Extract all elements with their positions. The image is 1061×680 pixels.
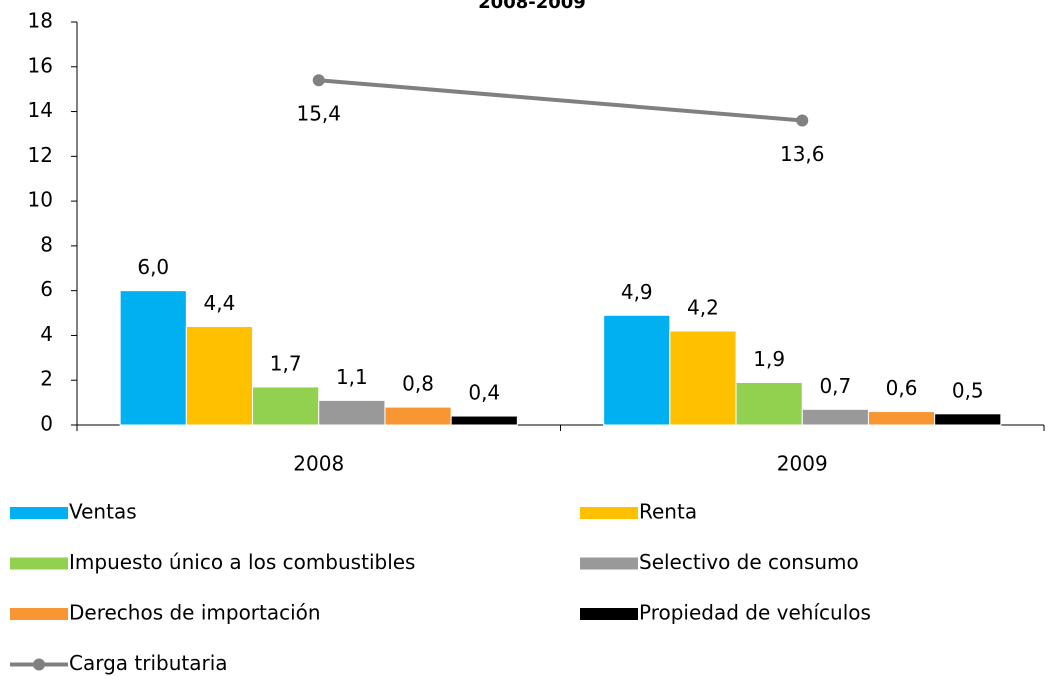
legend-swatch bbox=[10, 507, 68, 519]
y-tick-label: 8 bbox=[40, 232, 53, 256]
bar bbox=[318, 399, 386, 426]
y-tick-label: 12 bbox=[28, 143, 53, 167]
bar-value-label: 1,1 bbox=[336, 365, 368, 389]
bar bbox=[450, 415, 518, 426]
legend-swatch bbox=[10, 557, 68, 570]
bar bbox=[252, 386, 320, 426]
legend-label: Carga tributaria bbox=[69, 651, 228, 675]
y-tick-label: 4 bbox=[40, 322, 53, 346]
y-tick-label: 16 bbox=[28, 53, 53, 77]
bar-value-label: 4,9 bbox=[621, 280, 653, 304]
y-tick-label: 0 bbox=[40, 412, 53, 436]
bar-value-label: 4,4 bbox=[204, 291, 236, 315]
bar bbox=[934, 413, 1002, 426]
legend-label: Renta bbox=[639, 500, 697, 524]
bar-value-label: 0,4 bbox=[468, 381, 500, 405]
legend-swatch bbox=[10, 608, 68, 620]
bar bbox=[801, 408, 869, 426]
bar bbox=[185, 325, 254, 426]
legend-label: Selectivo de consumo bbox=[639, 550, 859, 574]
legend-label: Derechos de importación bbox=[69, 601, 321, 625]
line-value-label: 13,6 bbox=[780, 142, 825, 166]
y-tick-label: 6 bbox=[40, 277, 53, 301]
legend-swatch bbox=[580, 608, 638, 620]
line-value-label: 15,4 bbox=[296, 102, 341, 126]
legend-marker bbox=[33, 658, 45, 671]
y-tick-label: 18 bbox=[28, 9, 53, 33]
bar-value-label: 0,7 bbox=[819, 374, 851, 398]
bar-value-label: 0,5 bbox=[952, 378, 984, 402]
bar-value-label: 0,6 bbox=[886, 376, 918, 400]
legend-swatch bbox=[580, 557, 638, 570]
bar bbox=[119, 290, 187, 426]
y-tick-label: 14 bbox=[28, 98, 53, 122]
bar bbox=[867, 411, 936, 426]
bar-value-label: 1,9 bbox=[753, 347, 785, 371]
line-marker bbox=[312, 74, 325, 87]
bar-value-label: 4,2 bbox=[687, 295, 719, 319]
bar-value-label: 1,7 bbox=[270, 351, 302, 375]
bar-value-label: 6,0 bbox=[137, 255, 169, 279]
line-marker bbox=[796, 114, 809, 127]
y-tick-label: 2 bbox=[40, 367, 53, 391]
legend-label: Propiedad de vehículos bbox=[639, 601, 871, 625]
bar bbox=[384, 406, 452, 426]
chart-title: 2008-2009 bbox=[478, 0, 586, 13]
bar bbox=[735, 381, 803, 426]
x-tick-label: 2009 bbox=[777, 452, 828, 476]
bar-value-label: 0,8 bbox=[402, 372, 434, 396]
line bbox=[318, 78, 803, 123]
x-tick-label: 2008 bbox=[293, 452, 344, 476]
legend-swatch bbox=[580, 507, 638, 519]
bar bbox=[603, 314, 671, 426]
bar bbox=[669, 330, 737, 426]
legend-label: Impuesto único a los combustibles bbox=[69, 550, 415, 574]
y-tick-label: 10 bbox=[28, 188, 53, 212]
legend-label: Ventas bbox=[69, 500, 137, 524]
